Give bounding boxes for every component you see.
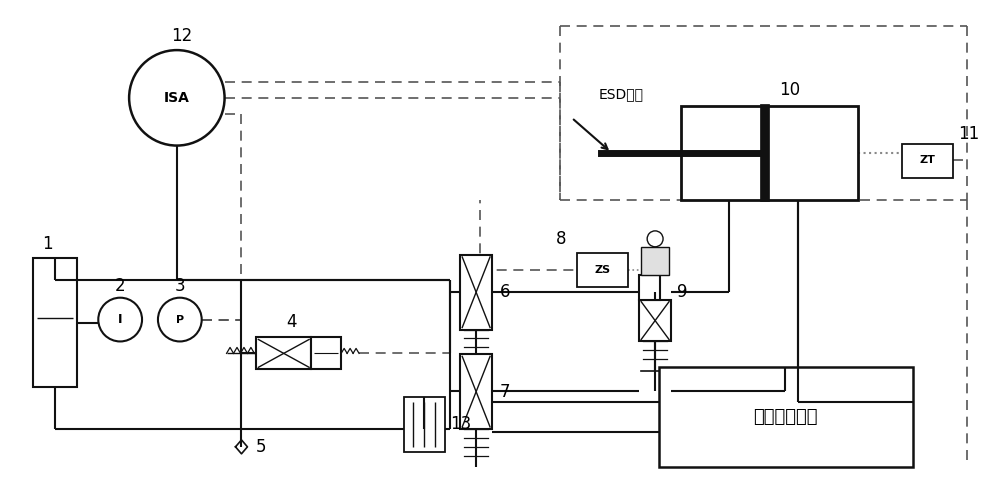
Text: 7: 7 [500,383,511,401]
Text: P: P [176,315,184,324]
Text: 8: 8 [555,230,566,248]
Circle shape [647,231,663,247]
Text: ZS: ZS [594,265,610,275]
Text: 10: 10 [779,81,800,99]
Bar [639,300,671,342]
Circle shape [98,298,142,342]
Text: 5: 5 [255,438,266,456]
Bar [33,258,77,387]
Text: ISA: ISA [164,91,190,105]
Text: 4: 4 [286,313,297,331]
Text: 13: 13 [450,415,472,433]
Bar [311,338,341,369]
Text: 控制功能模块: 控制功能模块 [753,408,818,426]
Bar [256,338,311,369]
Text: ZT: ZT [920,155,935,166]
Text: 2: 2 [115,277,125,295]
Circle shape [158,298,202,342]
Bar [460,255,492,329]
Circle shape [129,50,225,146]
Bar [641,247,669,274]
Text: I: I [118,313,122,326]
Bar [460,354,492,429]
Text: ESD方向: ESD方向 [599,87,644,101]
Bar [902,144,953,178]
Bar [681,106,858,200]
Text: 9: 9 [677,283,687,301]
Text: 11: 11 [958,124,980,143]
Text: 12: 12 [171,27,192,45]
Bar [404,397,445,452]
Bar [577,253,628,287]
Bar [639,274,660,300]
Text: 3: 3 [175,277,185,295]
Text: 6: 6 [500,283,511,301]
Text: 1: 1 [42,235,52,253]
Bar [659,368,913,467]
